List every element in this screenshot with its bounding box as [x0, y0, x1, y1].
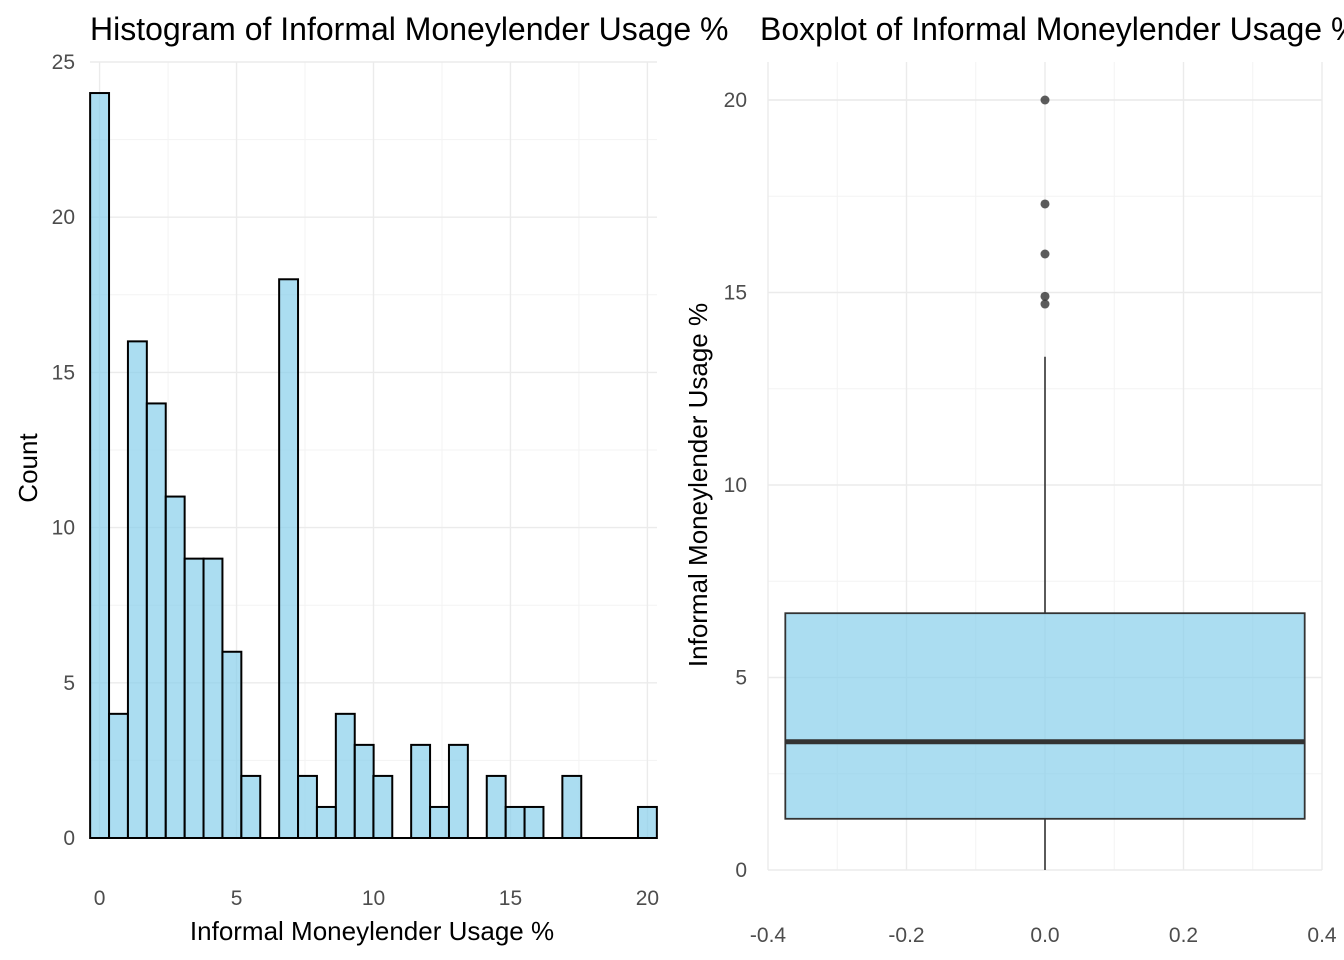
x-tick-label: 5 — [231, 887, 243, 910]
y-tick-label: 5 — [735, 667, 747, 690]
histogram-bar — [353, 743, 375, 840]
y-tick-label: 10 — [724, 474, 747, 497]
y-tick-label: 5 — [63, 672, 75, 695]
x-tick-label: 0.0 — [1030, 924, 1059, 947]
histogram-bar — [636, 805, 658, 840]
histogram-bar — [89, 92, 111, 840]
histogram-bar — [278, 278, 300, 839]
boxplot-title: Boxplot of Informal Moneylender Usage % — [760, 11, 1344, 47]
x-tick-label: 0.2 — [1169, 924, 1198, 947]
histogram-bar — [126, 340, 148, 839]
outlier-point — [1040, 291, 1050, 301]
histogram-bars — [89, 92, 658, 840]
y-tick-label: 15 — [52, 361, 75, 384]
y-tick-label: 0 — [63, 827, 75, 850]
histogram-x-tick-labels: 0 5 10 15 20 — [94, 887, 659, 910]
histogram-bar — [164, 495, 186, 839]
histogram-bar — [429, 805, 450, 840]
boxplot-x-tick-labels: -0.4 -0.2 0.0 0.2 0.4 — [750, 924, 1337, 947]
histogram-bar — [202, 557, 224, 839]
y-tick-label: 20 — [724, 89, 747, 112]
histogram-bar — [561, 774, 583, 839]
histogram-bar — [504, 805, 526, 840]
box-iqr — [784, 612, 1306, 820]
x-tick-label: 0 — [94, 887, 106, 910]
histogram-bar — [145, 402, 167, 839]
histogram-bar — [447, 743, 469, 840]
boxplot-marks — [784, 95, 1306, 870]
boxplot-y-axis-label: Informal Moneylender Usage % — [683, 303, 713, 667]
histogram-bar — [221, 650, 243, 840]
outlier-point — [1040, 199, 1050, 209]
histogram-y-tick-labels: 0 5 10 15 20 25 — [52, 51, 75, 850]
histogram-title: Histogram of Informal Moneylender Usage … — [90, 11, 729, 47]
histogram-panel: 0 5 10 15 20 0 5 10 15 20 25 Histogram of Informa… — [13, 11, 729, 946]
x-tick-label: 10 — [362, 887, 385, 910]
histogram-bar — [523, 805, 545, 840]
histogram-bar — [334, 712, 356, 840]
histogram-x-axis-label: Informal Moneylender Usage % — [190, 916, 554, 946]
x-tick-label: -0.2 — [888, 924, 924, 947]
x-tick-label: 15 — [499, 887, 522, 910]
histogram-bar — [108, 712, 129, 840]
boxplot-panel: -0.4 -0.2 0.0 0.2 0.4 0 5 10 15 20 Boxplot of In… — [683, 11, 1344, 947]
histogram-bar — [297, 774, 318, 839]
boxplot-y-tick-labels: 0 5 10 15 20 — [724, 89, 747, 882]
histogram-bar — [372, 774, 394, 839]
y-tick-label: 10 — [52, 517, 75, 540]
y-tick-label: 25 — [52, 51, 75, 74]
y-tick-label: 0 — [735, 859, 747, 882]
histogram-bar — [410, 743, 432, 840]
histogram-bar — [485, 774, 507, 839]
x-tick-label: 0.4 — [1307, 924, 1337, 947]
y-tick-label: 15 — [724, 282, 747, 305]
outlier-point — [1040, 299, 1050, 309]
outlier-point — [1040, 249, 1050, 259]
histogram-bar — [315, 805, 337, 840]
histogram-y-axis-label: Count — [13, 433, 43, 503]
x-tick-label: 20 — [636, 887, 659, 910]
histogram-bar — [183, 557, 205, 839]
x-tick-label: -0.4 — [750, 924, 787, 947]
y-tick-label: 20 — [52, 206, 75, 229]
histogram-bar — [240, 774, 262, 839]
outlier-point — [1040, 95, 1050, 105]
